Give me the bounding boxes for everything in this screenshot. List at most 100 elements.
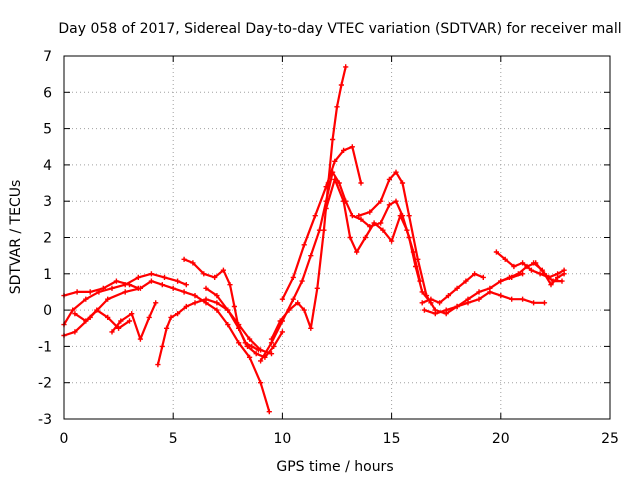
data-point: [487, 289, 493, 295]
data-point: [247, 354, 253, 360]
y-tick-label: 4: [43, 158, 52, 174]
data-point: [135, 285, 141, 291]
data-point: [161, 274, 168, 280]
data-point: [183, 282, 189, 288]
data-point: [393, 169, 399, 175]
data-point: [203, 296, 209, 302]
data-point: [511, 263, 517, 270]
chart-title: Day 058 of 2017, Sidereal Day-to-day VTE…: [58, 21, 621, 37]
data-point: [183, 303, 189, 310]
data-point: [122, 289, 128, 295]
data-point: [454, 303, 460, 310]
data-point: [406, 213, 412, 219]
data-point: [247, 336, 253, 342]
series-pass-14: [419, 271, 486, 306]
data-point: [367, 209, 373, 215]
data-point: [279, 296, 285, 302]
data-point: [137, 336, 143, 342]
data-point: [347, 234, 353, 241]
data-point: [341, 147, 347, 153]
series-pass-9: [268, 64, 349, 342]
data-point: [181, 289, 187, 295]
series-pass-10: [258, 169, 434, 364]
data-point: [203, 285, 209, 291]
data-point: [386, 202, 392, 208]
data-point: [423, 293, 430, 299]
data-point: [255, 347, 261, 353]
data-point: [421, 307, 427, 313]
data-point: [515, 271, 521, 277]
data-point: [258, 358, 264, 364]
data-point: [236, 340, 242, 346]
data-point: [338, 82, 344, 88]
data-point: [116, 325, 122, 331]
series-line: [62, 280, 271, 413]
data-series: [61, 64, 567, 415]
data-point: [118, 318, 124, 324]
data-point: [419, 289, 425, 295]
data-point: [192, 300, 198, 306]
data-point: [386, 176, 392, 182]
x-tick-label: 5: [169, 431, 178, 447]
data-point: [332, 176, 338, 182]
data-point: [225, 307, 231, 313]
data-point: [341, 198, 347, 204]
data-point: [94, 307, 100, 313]
data-point: [358, 180, 364, 186]
data-point: [528, 267, 534, 273]
data-point: [336, 180, 342, 186]
data-point: [74, 289, 80, 295]
data-point: [225, 322, 231, 328]
data-point: [498, 278, 504, 284]
y-tick-label: 7: [43, 49, 52, 65]
data-point: [113, 278, 119, 284]
data-point: [109, 285, 115, 291]
data-point: [100, 285, 106, 291]
data-point: [220, 267, 226, 273]
data-point: [295, 300, 301, 306]
data-point: [531, 260, 537, 266]
data-point: [308, 253, 314, 259]
data-point: [465, 300, 471, 306]
data-point: [334, 104, 340, 110]
data-point: [268, 340, 275, 346]
data-point: [537, 271, 543, 277]
data-point: [290, 274, 296, 280]
data-point: [170, 285, 176, 291]
data-point: [524, 263, 530, 270]
series-line: [204, 287, 284, 359]
data-point: [354, 249, 360, 255]
data-point: [181, 256, 187, 262]
data-point: [164, 325, 170, 331]
series-pass-12: [323, 176, 423, 284]
data-point: [415, 256, 421, 262]
data-point: [506, 274, 513, 280]
data-point: [520, 296, 526, 302]
data-point: [454, 285, 460, 291]
data-point: [332, 158, 338, 164]
y-tick-label: -3: [38, 412, 52, 428]
data-point: [393, 198, 399, 204]
x-axis-label: GPS time / hours: [276, 459, 393, 475]
y-tick-label: 5: [43, 122, 52, 138]
y-tick-label: 1: [43, 267, 52, 283]
grid: [64, 56, 610, 419]
data-point: [378, 198, 384, 204]
data-point: [349, 144, 355, 150]
data-point: [476, 296, 482, 302]
data-point: [463, 278, 469, 284]
data-point: [323, 184, 329, 190]
data-point: [153, 300, 159, 306]
data-point: [498, 293, 504, 299]
data-point: [72, 329, 78, 335]
data-point: [378, 220, 384, 226]
data-point: [399, 180, 406, 186]
data-point: [358, 216, 364, 222]
series-line: [110, 301, 157, 341]
data-point: [417, 278, 423, 284]
data-point: [541, 300, 548, 306]
data-point: [443, 307, 449, 313]
data-point: [480, 274, 486, 280]
data-point: [301, 307, 307, 313]
